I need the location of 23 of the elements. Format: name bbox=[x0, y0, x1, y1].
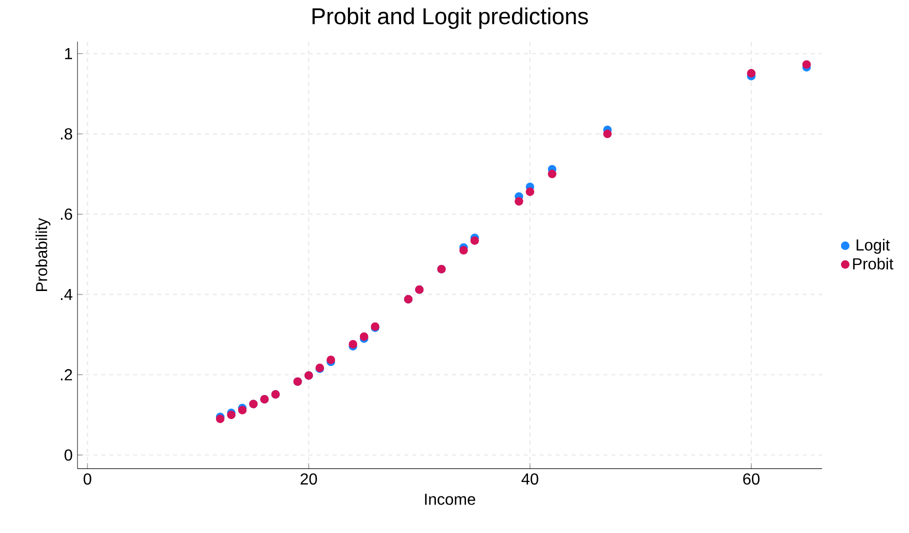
x-tick-label: 40 bbox=[522, 473, 538, 485]
y-tick-label: 0 bbox=[64, 449, 72, 461]
point bbox=[548, 170, 556, 178]
x-tick-label: 60 bbox=[743, 473, 760, 485]
legend-label: Probit bbox=[853, 258, 894, 270]
y-tick-label: 1 bbox=[65, 48, 72, 60]
legend-label: Logit bbox=[856, 238, 890, 254]
point bbox=[526, 187, 534, 196]
y-tick-label: .2 bbox=[60, 369, 72, 380]
point bbox=[459, 246, 468, 255]
y-tick-label: .4 bbox=[60, 289, 72, 300]
x-tick-label: 20 bbox=[300, 473, 317, 485]
y-tick-label: .8 bbox=[60, 128, 72, 140]
point bbox=[802, 60, 811, 69]
point bbox=[603, 130, 612, 138]
x-tick-label: 0 bbox=[84, 473, 92, 485]
point bbox=[514, 197, 524, 206]
y-axis-title: Probability bbox=[36, 218, 50, 292]
point bbox=[470, 236, 479, 245]
point bbox=[747, 69, 756, 78]
chart-title: Probit and Logit predictions bbox=[312, 8, 588, 29]
x-axis-title: Income bbox=[425, 494, 476, 505]
y-tick-label: .6 bbox=[60, 208, 72, 220]
